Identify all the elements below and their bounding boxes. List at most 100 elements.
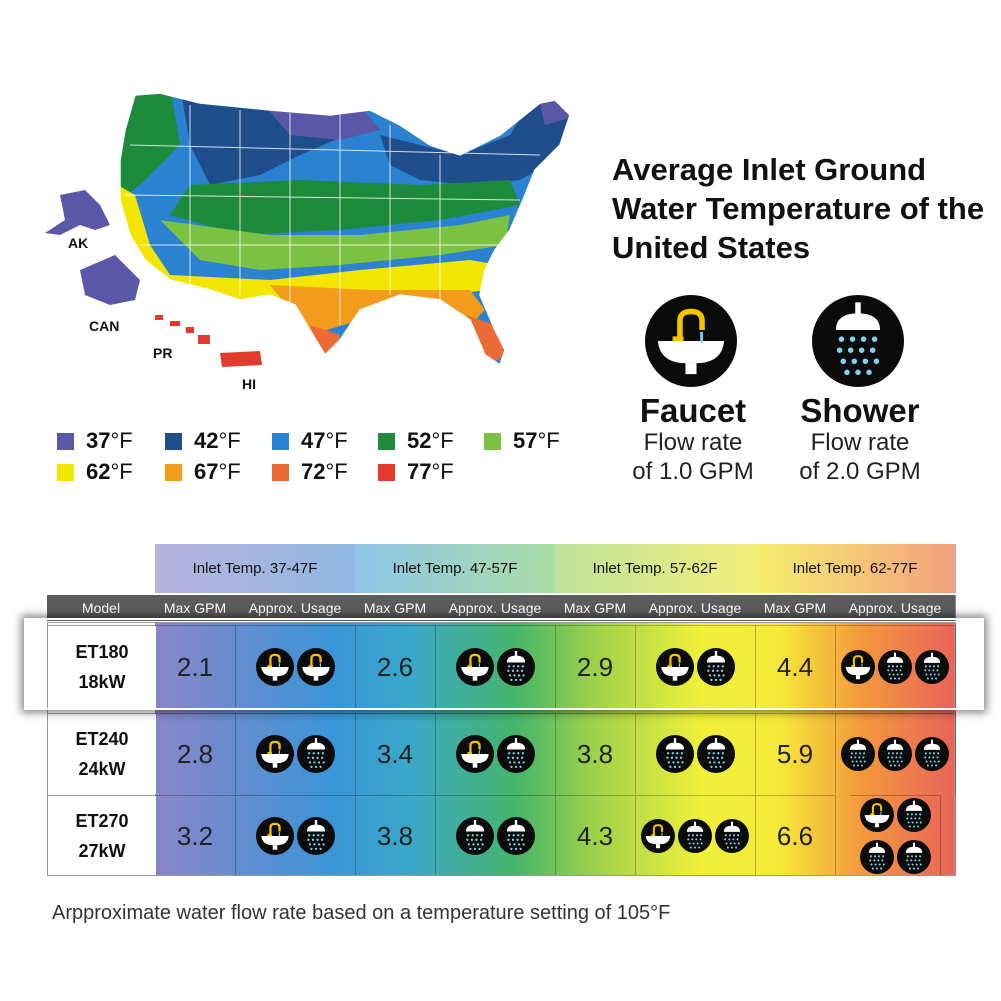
max-gpm-value: 2.8 — [155, 713, 236, 794]
model-cell: ET180 18kW — [47, 625, 156, 708]
range-header: Inlet Temp. 57-62F — [555, 544, 756, 593]
legend-unit: °F — [431, 459, 454, 484]
approx-usage-cell — [435, 795, 556, 876]
legend-item: 42 °F — [165, 428, 241, 454]
faucet-flow-line1: Flow rate — [643, 429, 743, 456]
puerto-rico-shape — [220, 351, 262, 367]
legend-swatch — [378, 432, 395, 450]
legend-unit: °F — [218, 459, 241, 484]
shower-icon — [897, 798, 931, 832]
legend-item: 47 °F — [272, 428, 348, 454]
legend-item: 62 °F — [57, 459, 133, 485]
approx-usage-cell — [635, 795, 756, 876]
max-gpm-value: 4.3 — [555, 795, 636, 876]
faucet-icon — [297, 648, 335, 686]
approx-usage-header: Approx. Usage — [435, 595, 556, 621]
legend-swatch — [57, 463, 74, 481]
shower-icon — [812, 295, 904, 387]
shower-icon — [878, 737, 912, 771]
legend-swatch — [378, 463, 395, 481]
legend-unit: °F — [325, 428, 348, 453]
legend-temp: 57 — [513, 428, 538, 453]
legend-item: 67 °F — [165, 459, 241, 485]
shower-icon — [878, 650, 912, 684]
shower-icon — [656, 735, 694, 773]
legend-item: 72 °F — [272, 459, 348, 485]
max-gpm-value: 2.6 — [355, 625, 436, 708]
range-header: Inlet Temp. 37-47F — [155, 544, 356, 593]
approx-usage-cell — [435, 625, 556, 708]
faucet-icon — [256, 817, 294, 855]
faucet-icon — [456, 648, 494, 686]
faucet-icon — [645, 295, 737, 387]
hi-label: HI — [242, 376, 256, 392]
shower-flow-line1: Flow rate — [810, 429, 910, 456]
legend-temp: 77 — [407, 459, 432, 484]
legend-swatch — [272, 432, 289, 450]
approx-usage-cell — [635, 625, 756, 708]
legend-item: 77 °F — [378, 459, 454, 485]
model-name: ET180 — [75, 642, 129, 662]
faucet-icon — [860, 798, 894, 832]
approx-usage-cell — [835, 625, 956, 708]
max-gpm-header: Max GPM — [755, 595, 836, 621]
approx-usage-cell — [235, 713, 356, 794]
max-gpm-value: 3.8 — [355, 795, 436, 876]
legend-unit: °F — [431, 428, 454, 453]
max-gpm-value: 4.4 — [755, 625, 836, 708]
max-gpm-value: 3.2 — [155, 795, 236, 876]
legend-unit: °F — [110, 428, 133, 453]
max-gpm-header: Max GPM — [555, 595, 636, 621]
page-title: Average Inlet Ground Water Temperature o… — [612, 152, 985, 265]
model-cell: ET270 27kW — [47, 795, 156, 876]
shower-icon — [697, 648, 735, 686]
canada-shape — [80, 255, 140, 305]
shower-icon — [497, 735, 535, 773]
shower-icon — [497, 817, 535, 855]
approx-usage-header: Approx. Usage — [835, 595, 956, 621]
shower-icon — [297, 735, 335, 773]
approx-usage-cell — [635, 713, 756, 794]
approx-usage-cell — [835, 713, 956, 794]
us-temperature-map — [45, 92, 571, 367]
legend-temp: 37 — [86, 428, 111, 453]
max-gpm-value: 6.6 — [755, 795, 836, 876]
shower-icon — [915, 650, 949, 684]
legend-temp: 42 — [194, 428, 219, 453]
legend-temp: 62 — [86, 459, 111, 484]
legend-swatch — [165, 432, 182, 450]
shower-icon — [860, 840, 894, 874]
pr-label: PR — [153, 345, 173, 361]
legend-temp: 52 — [407, 428, 432, 453]
shower-icon — [897, 840, 931, 874]
range-header: Inlet Temp. 62-77F — [755, 544, 956, 593]
can-label: CAN — [89, 318, 120, 334]
max-gpm-value: 3.8 — [555, 713, 636, 794]
shower-icon — [715, 819, 749, 853]
faucet-icon — [641, 819, 675, 853]
legend-item: 52 °F — [378, 428, 454, 454]
shower-label: Shower — [800, 392, 920, 429]
max-gpm-header: Max GPM — [355, 595, 436, 621]
faucet-label: Faucet — [639, 392, 747, 429]
shower-icon — [297, 817, 335, 855]
legend-swatch — [57, 432, 74, 450]
approx-usage-cell — [850, 795, 941, 876]
faucet-icon — [256, 648, 294, 686]
max-gpm-value: 3.4 — [355, 713, 436, 794]
faucet-flow-line2: of 1.0 GPM — [632, 458, 754, 485]
model-power: 18kW — [78, 672, 126, 692]
max-gpm-value: 2.9 — [555, 625, 636, 708]
faucet-icon — [656, 648, 694, 686]
max-gpm-value: 5.9 — [755, 713, 836, 794]
legend-temp: 72 — [301, 459, 326, 484]
approx-usage-cell — [235, 625, 356, 708]
faucet-icon — [256, 735, 294, 773]
model-cell: ET240 24kW — [47, 713, 156, 794]
footnote: Arpproximate water flow rate based on a … — [52, 902, 671, 924]
hawaii-shape — [155, 315, 210, 344]
approx-usage-header: Approx. Usage — [235, 595, 356, 621]
faucet-icon — [841, 650, 875, 684]
shower-flow-line2: of 2.0 GPM — [799, 458, 921, 485]
